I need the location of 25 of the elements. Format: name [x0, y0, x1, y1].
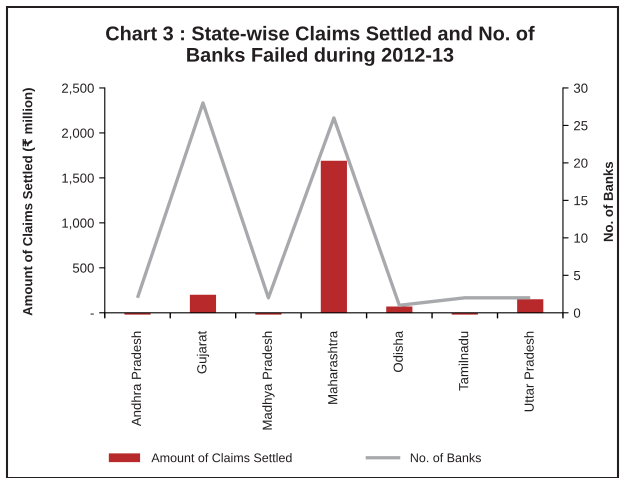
x-tick-label: Andhra Pradesh [131, 332, 142, 426]
y-tick-label: - [90, 314, 94, 315]
y2-tick-label: 15 [574, 196, 588, 206]
y2-tick-label: 5 [574, 271, 580, 280]
y2-tick-label: 20 [574, 158, 588, 168]
y-tick-label: 500 [72, 263, 94, 273]
y-tick-label: 1,000 [62, 218, 94, 230]
y-tick-label: 2,000 [62, 128, 94, 140]
x-tick-label: Uttar Pradesh [524, 332, 534, 412]
x-tick-label: Odisha [393, 330, 403, 372]
y-tick-label: 2,500 [62, 84, 94, 94]
x-tick-label: Madhya Pradesh [262, 332, 275, 430]
y2-axis-title: No. of Banks [603, 162, 614, 242]
x-tick-label: Tamilnadu [458, 332, 468, 391]
legend-label: No. of Banks [410, 453, 481, 462]
y2-tick-label: 10 [574, 233, 588, 243]
x-tick-label: Gujarat [196, 330, 210, 374]
y-axis-title: Amount of Claims Settled (₹ million) [22, 88, 35, 316]
x-tick-label: Maharashtra [328, 330, 338, 404]
y2-tick-label: 30 [574, 84, 588, 93]
legend-label: Amount of Claims Settled [151, 453, 292, 462]
y2-tick-label: 25 [574, 120, 588, 130]
chart-title: Chart 3 : State-wise Claims Settled and No. of Banks Failed during 2012-13 [106, 26, 535, 66]
y-tick-label: 1,500 [62, 173, 94, 184]
y2-tick-label: 0 [574, 308, 580, 318]
